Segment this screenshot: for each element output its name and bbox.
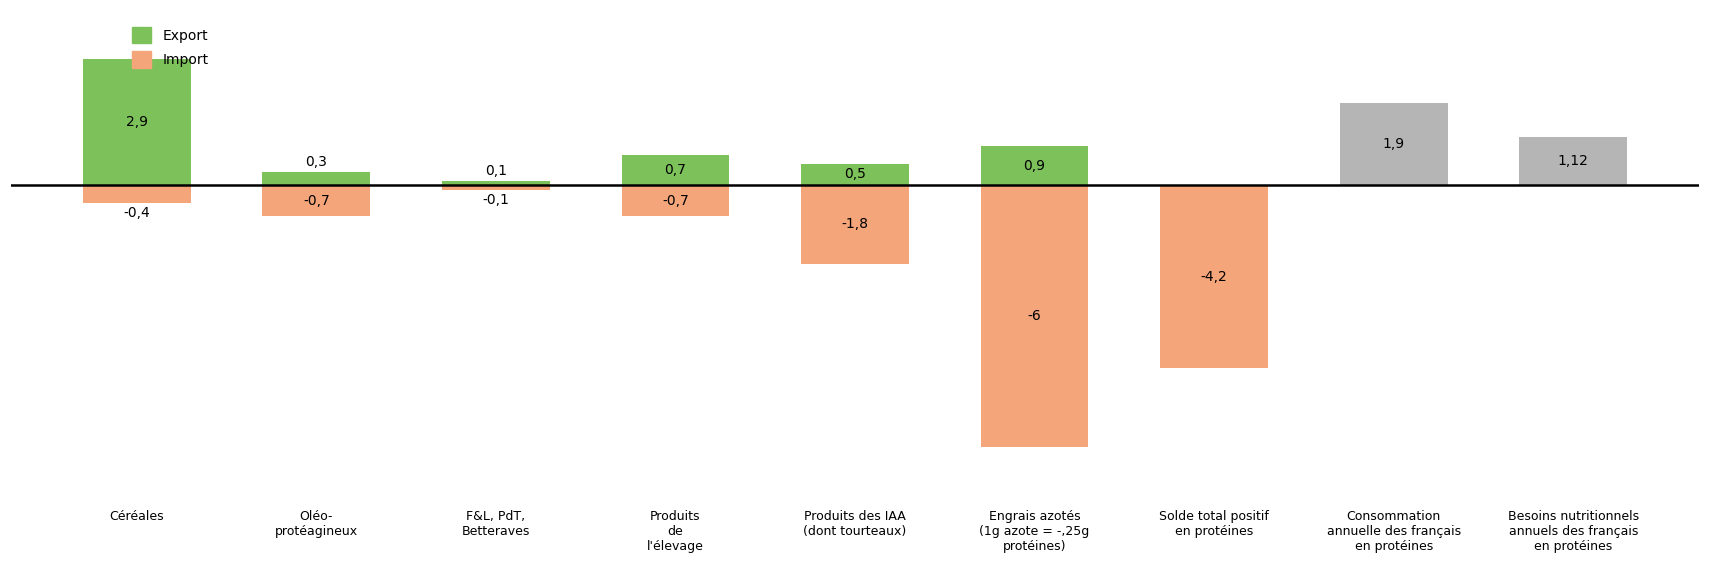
Text: -0,7: -0,7 <box>662 193 689 208</box>
Bar <box>262 186 369 216</box>
Bar <box>82 59 190 186</box>
Bar <box>441 181 549 186</box>
Bar <box>621 186 728 216</box>
Text: 1,9: 1,9 <box>1383 137 1404 151</box>
Bar <box>621 155 728 186</box>
Bar <box>800 164 910 186</box>
Text: 0,1: 0,1 <box>486 164 506 178</box>
Text: -4,2: -4,2 <box>1200 270 1228 284</box>
Text: 0,3: 0,3 <box>306 155 327 169</box>
Text: 0,9: 0,9 <box>1024 158 1045 173</box>
Bar <box>1520 136 1628 186</box>
Bar <box>82 186 190 202</box>
Bar <box>441 186 549 190</box>
Bar <box>262 172 369 186</box>
Text: 0,7: 0,7 <box>665 163 686 177</box>
Legend: Export, Import: Export, Import <box>128 23 212 72</box>
Text: -0,1: -0,1 <box>482 193 510 206</box>
Bar <box>982 146 1089 186</box>
Text: 2,9: 2,9 <box>127 115 147 129</box>
Text: -1,8: -1,8 <box>841 218 869 231</box>
Text: 0,5: 0,5 <box>845 168 865 182</box>
Text: -6: -6 <box>1028 309 1041 323</box>
Bar <box>1341 103 1448 186</box>
Bar <box>800 186 910 263</box>
Text: -0,4: -0,4 <box>123 206 150 220</box>
Bar <box>1161 186 1269 368</box>
Text: -0,7: -0,7 <box>303 193 330 208</box>
Text: 1,12: 1,12 <box>1558 154 1589 168</box>
Bar <box>982 186 1089 447</box>
